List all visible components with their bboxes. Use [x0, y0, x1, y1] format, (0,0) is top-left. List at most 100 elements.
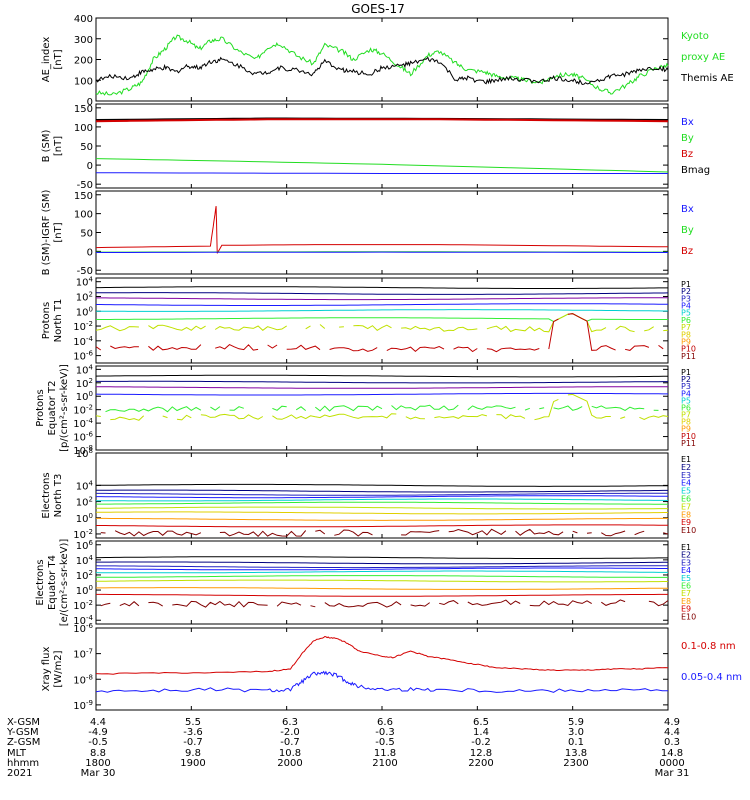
- channel-line: [572, 530, 578, 534]
- channel-line: [624, 345, 650, 351]
- y-axis-label: Equator T4: [47, 555, 58, 610]
- legend-entry: P5: [681, 396, 691, 405]
- legend-entry: P2: [681, 375, 691, 384]
- channel-line: [467, 405, 516, 411]
- y-axis-label: B (SM): [41, 129, 52, 162]
- channel-line: [95, 483, 668, 487]
- panel-frame: [95, 627, 669, 711]
- legend-entry: E4: [681, 479, 691, 488]
- legend-entry: P10: [681, 432, 696, 441]
- legend-entry: Bmag: [681, 165, 710, 176]
- legend-entry: E8: [681, 597, 691, 606]
- channel-line: [96, 492, 668, 496]
- x-axis-value: 2100: [372, 758, 397, 769]
- panel-frame: [95, 103, 669, 189]
- x-axis-value: 11.8: [374, 748, 396, 759]
- legend-entry: 0.1-0.8 nm: [681, 641, 736, 652]
- y-tick-label: 10-4: [73, 335, 93, 348]
- panel-frame: [95, 540, 669, 625]
- x-axis-value: -0.5: [88, 737, 108, 748]
- channel-line: [96, 501, 668, 505]
- y-tick-label: 150: [74, 191, 93, 202]
- series-line: [95, 34, 669, 96]
- channel-line: [319, 324, 326, 329]
- legend-entry: E7: [681, 502, 691, 511]
- y-tick-label: 300: [74, 35, 93, 46]
- channel-line: [496, 414, 526, 420]
- panel-frame: [95, 277, 669, 364]
- x-axis-value: 5.5: [185, 717, 201, 728]
- channel-line: [96, 386, 668, 389]
- channel-line: [96, 309, 668, 312]
- legend-entry: P3: [681, 294, 691, 303]
- channel-line: [353, 324, 392, 332]
- x-axis-value: 4.4: [90, 717, 106, 728]
- y-tick-label: 50: [80, 142, 93, 153]
- channel-line: [515, 528, 564, 536]
- channel-line: [639, 415, 669, 420]
- channel-line: [276, 601, 302, 607]
- channel-line: [410, 602, 430, 607]
- channel-line: [586, 532, 592, 534]
- channel-line: [119, 601, 140, 607]
- y-axis-label: Xray flux: [41, 647, 52, 692]
- channel-line: [95, 511, 668, 515]
- legend-entry: E2: [681, 463, 691, 472]
- x-axis-value: 9.8: [185, 748, 201, 759]
- y-axis-label: Electrons: [35, 559, 46, 605]
- x-axis-value: -3.6: [183, 727, 203, 738]
- legend-entry: proxy AE: [681, 52, 725, 63]
- channel-line: [601, 599, 626, 606]
- x-axis-row-label: 2021: [7, 768, 32, 779]
- channel-line: [96, 303, 668, 306]
- legend-entry: P7: [681, 323, 691, 332]
- legend-entry: P1: [681, 280, 691, 289]
- legend-entry: P5: [681, 309, 691, 318]
- channel-line: [448, 528, 507, 536]
- y-tick-label: 100: [74, 210, 93, 221]
- y-tick-label: 10-2: [73, 320, 93, 333]
- legend-entry: E5: [681, 574, 691, 583]
- channel-line: [114, 530, 202, 537]
- legend-entry: E9: [681, 605, 691, 614]
- legend-entry: E6: [681, 495, 691, 504]
- channel-line: [96, 489, 668, 493]
- x-axis-row-label: Y-GSM: [6, 727, 39, 738]
- x-axis-value: 6.5: [473, 717, 489, 728]
- legend-entry: P6: [681, 403, 691, 412]
- x-axis-value: -4.9: [88, 727, 108, 738]
- channel-line: [305, 325, 311, 330]
- channel-line: [324, 601, 402, 608]
- plot-title: GOES-17: [351, 2, 405, 16]
- channel-line: [96, 587, 668, 590]
- x-axis-value: 0.1: [568, 737, 584, 748]
- x-axis-value: 2000: [277, 758, 302, 769]
- channel-line: [210, 406, 221, 411]
- y-tick-label: 100: [74, 76, 93, 87]
- channel-line: [95, 565, 668, 569]
- legend-entry: Themis AE: [680, 73, 734, 84]
- channel-line: [96, 575, 668, 578]
- legend-entry: E6: [681, 582, 691, 591]
- channel-line: [534, 398, 559, 421]
- x-axis-value: 10.8: [279, 748, 301, 759]
- channel-line: [219, 530, 307, 538]
- legend-entry: P10: [681, 345, 696, 354]
- channel-line: [148, 601, 163, 607]
- y-tick-label: 10-6: [73, 350, 93, 363]
- legend-entry: P7: [681, 411, 691, 420]
- x-axis-value: 6.3: [282, 717, 298, 728]
- y-tick-label: 10-7: [73, 648, 93, 661]
- x-axis-value: 12.8: [470, 748, 492, 759]
- y-tick-label: 102: [76, 569, 93, 582]
- y-tick-label: 10-9: [73, 699, 93, 712]
- channel-line: [267, 344, 278, 349]
- y-tick-label: 0: [87, 161, 93, 172]
- channel-line: [96, 593, 668, 597]
- y-tick-label: 104: [76, 479, 94, 492]
- channel-line: [272, 413, 397, 420]
- x-axis-value: 0.3: [664, 737, 680, 748]
